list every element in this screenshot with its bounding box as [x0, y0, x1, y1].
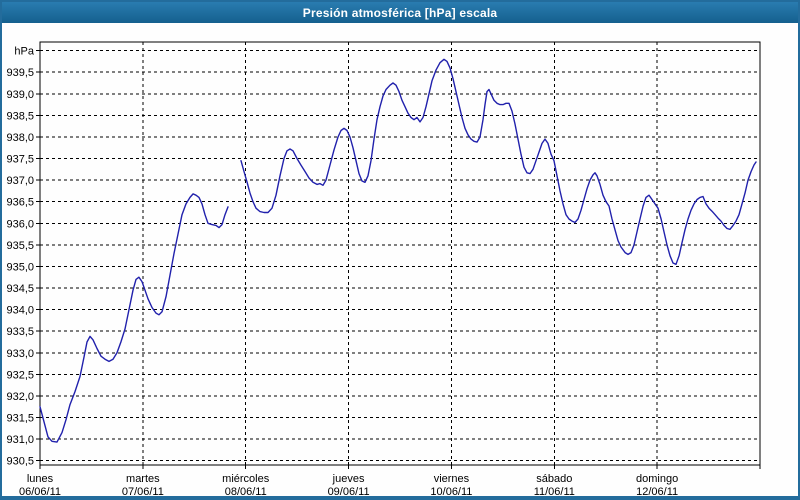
window-titlebar: Presión atmosférica [hPa] escala	[2, 2, 798, 23]
x-day-name-label: jueves	[332, 473, 365, 485]
y-tick-label: 935,5	[6, 240, 34, 252]
y-tick-label: 931,5	[6, 413, 34, 425]
x-date-label: 08/06/11	[225, 486, 267, 498]
y-tick-label: 932,5	[6, 369, 34, 381]
x-day-name-label: lunes	[27, 473, 54, 485]
y-tick-label: 936,0	[6, 218, 34, 230]
x-date-label: 12/06/11	[636, 486, 678, 498]
y-tick-label: 934,5	[6, 283, 34, 295]
window-title: Presión atmosférica [hPa] escala	[302, 5, 498, 20]
y-tick-label: 934,0	[6, 305, 34, 317]
y-tick-label: 933,0	[6, 348, 34, 360]
x-date-label: 09/06/11	[328, 486, 370, 498]
x-day-name-label: miércoles	[222, 473, 270, 485]
x-date-label: 10/06/11	[430, 486, 472, 498]
x-date-label: 07/06/11	[122, 486, 164, 498]
x-day-name-label: sábado	[536, 473, 572, 485]
y-unit-label: hPa	[14, 46, 34, 58]
y-tick-label: 931,0	[6, 434, 34, 446]
y-tick-label: 939,5	[6, 67, 34, 79]
x-day-name-label: domingo	[636, 473, 678, 485]
y-tick-label: 935,0	[6, 261, 34, 273]
x-day-name-label: martes	[126, 473, 160, 485]
y-tick-label: 938,0	[6, 132, 34, 144]
x-date-label: 06/06/11	[19, 486, 61, 498]
y-tick-label: 936,5	[6, 197, 34, 209]
y-tick-label: 930,5	[6, 456, 34, 468]
y-tick-label: 938,5	[6, 110, 34, 122]
y-tick-label: 932,0	[6, 391, 34, 403]
pressure-line-segment	[240, 58, 757, 266]
pressure-line-segment	[39, 193, 229, 443]
pressure-line-chart: hPa 939,5 939,0 938,5 938,0 937,5 937,0 936,5 93…	[6, 41, 761, 498]
y-tick-label: 937,5	[6, 154, 34, 166]
y-tick-label: 933,5	[6, 326, 34, 338]
plot-border	[39, 41, 761, 466]
x-day-name-label: viernes	[434, 473, 470, 485]
x-date-label: 11/06/11	[534, 486, 575, 498]
chart-area: hPa 939,5 939,0 938,5 938,0 937,5 937,0 936,5 93…	[2, 23, 798, 496]
y-tick-label: 939,0	[6, 89, 34, 101]
y-tick-label: 937,0	[6, 175, 34, 187]
